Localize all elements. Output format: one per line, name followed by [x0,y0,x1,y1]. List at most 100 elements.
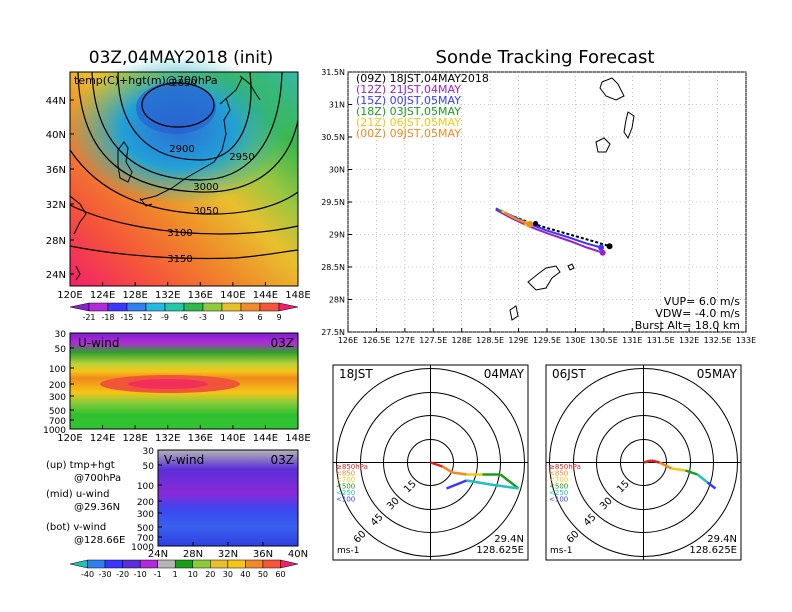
contour-3150 [69,245,299,260]
track-coastlines [509,77,635,321]
hodograph-trace-segment [436,463,443,468]
track-line [495,208,604,254]
pressure-legend-entry: <100 [336,496,355,504]
contour-label: 3100 [167,228,192,239]
contour-3000 [77,71,299,193]
init-lon-label: 132E [155,290,180,301]
init-colorbar-label: -6 [180,313,188,322]
init-colorbar-swatch [88,302,109,312]
u-wind-jet-inner [128,379,208,389]
hodograph-time: 06JST [552,367,586,381]
wind-colorbar-swatch [227,559,246,569]
init-lat-label: 44N [46,96,66,107]
contour-2850 [141,82,215,128]
hodograph-trace-segment [446,479,467,490]
u-level-label: 500 [49,407,66,417]
wind-colorbar-swatch [245,559,264,569]
track-y-label: 27.5N [321,328,345,337]
init-lat-label: 24N [46,270,66,281]
pressure-legend-entry: <850 [549,470,568,478]
v-level-label: 500 [137,524,154,534]
hodograph-lat: 29.4N [707,534,737,545]
track-line [503,211,531,226]
coast-sakhalin [239,75,261,101]
track-legend-entry: (15Z) 00JST,05MAY [356,94,461,107]
note-line-b: @700hPa [74,473,121,484]
pressure-legend-entry: <250 [336,489,355,497]
init-colorbar-swatch [202,302,223,312]
init-lon-label: 124E [90,290,115,301]
track-map-panel: 126E 126.5E 127E 127.5E 128E 128.5E 129E 129.5E… [321,68,756,345]
u-level-label: 300 [49,393,66,403]
coast-japan [139,77,243,201]
init-lat-label: 40N [46,130,66,141]
track-x-label: 132.5E [704,336,732,345]
wind-colorbar: -40 -30 -20 -10 -1 1 10 20 30 40 50 60 [69,559,299,579]
track-x-label: 127E [395,336,415,345]
track-x-label: 131.5E [647,336,675,345]
track-end-point [606,243,613,250]
coast-korea [117,141,133,183]
track-x-label: 126.5E [362,336,390,345]
wind-colorbar-label: -40 [81,570,94,579]
hodograph-trace-segment [466,479,491,486]
contour-3050 [69,149,299,215]
pressure-legend-entry: <700 [549,476,568,484]
init-colorbar-label: -9 [161,313,169,322]
hodograph-trace-segment [452,471,467,476]
u-lon-label: 136E [188,433,213,444]
panel-notes: (up) tmp+hgt @700hPa (mid) u-wind @29.36N (b… [46,460,125,546]
hodograph-trace-segment [441,465,454,474]
u-wind-title: U-wind [78,336,119,350]
hodograph-lat: 29.4N [494,534,524,545]
contour-label: 3000 [193,182,218,193]
track-y-label: 31N [329,101,345,110]
wind-colorbar-swatch [122,559,141,569]
track-legend-entry: (21Z) 06JST,05MAY [356,116,461,129]
hodograph-trace-segment [696,473,709,484]
v-lat-label: 28N [183,549,203,560]
param-burst: Burst Alt= 18.0 km [635,319,740,332]
v-level-label: 200 [137,498,154,508]
track-x-label: 130.5E [590,336,618,345]
init-colorbar: -21 -18 -15 -12 -9 -6 -3 0 3 6 9 [69,302,299,322]
init-map-frame [69,71,299,287]
v-wind-title: V-wind [164,453,204,467]
wind-colorbar-swatch [104,559,123,569]
init-lon-label: 136E [188,290,213,301]
track-y-label: 29N [329,231,345,240]
wind-colorbar-swatch [192,559,211,569]
track-x-label: 131E [622,336,642,345]
wind-colorbar-swatch [280,559,299,569]
contour-label: 2850 [171,78,196,89]
init-lat-label: 28N [46,236,66,247]
track-x-label: 129.5E [533,336,561,345]
pressure-legend-entry: ≥850hPa [336,463,368,471]
track-legend-entry: (18Z) 03JST,05MAY [356,105,461,118]
wind-colorbar-swatch [210,559,229,569]
hodograph-trace-segment [490,483,519,490]
hodograph-lon: 128.625E [689,545,737,556]
init-colorbar-swatch [221,302,242,312]
v-level-label: 300 [137,510,154,520]
contour-2900 [117,71,252,161]
wind-colorbar-label: 1 [173,570,178,579]
init-lon-label: 140E [220,290,245,301]
contour-2950 [91,71,283,181]
hodograph-trace-segment [658,461,673,470]
pressure-legend-entry: <500 [336,483,355,491]
hodograph-units: ms-1 [337,546,359,556]
wind-colorbar-swatch [69,559,88,569]
contour-label: 2900 [169,144,194,155]
u-level-label: 1000 [43,426,66,436]
init-colorbar-label: -3 [199,313,207,322]
pressure-legend-entry: <500 [549,483,568,491]
track-end-point [526,221,533,228]
wind-colorbar-label: 30 [223,570,233,579]
wind-colorbar-label: 60 [275,570,285,579]
v-level-label: 50 [143,462,155,472]
wind-colorbar-label: 40 [240,570,250,579]
track-y-label: 30.5N [321,133,345,142]
